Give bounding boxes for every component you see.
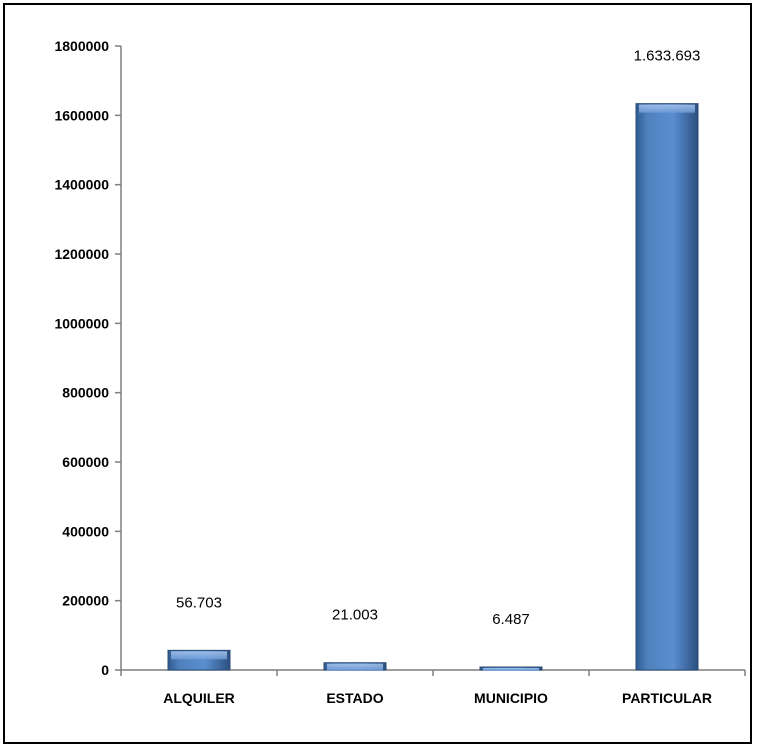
x-category-label: ALQUILER <box>163 690 235 706</box>
y-tick-label: 400000 <box>62 523 109 539</box>
x-category-label: MUNICIPIO <box>474 690 548 706</box>
x-category-label: PARTICULAR <box>622 690 712 706</box>
data-label: 21.003 <box>332 607 378 624</box>
y-tick-label: 1000000 <box>54 315 109 331</box>
y-tick-label: 800000 <box>62 385 109 401</box>
y-tick-label: 0 <box>101 662 109 678</box>
bar-particular <box>635 103 699 671</box>
data-label: 56.703 <box>176 594 222 611</box>
chart-frame <box>3 3 752 744</box>
data-label: 6.487 <box>492 611 530 628</box>
y-tick-label: 1200000 <box>54 246 109 262</box>
bar-cap-municipio <box>483 668 539 671</box>
y-tick-label: 600000 <box>62 454 109 470</box>
y-tick-label: 200000 <box>62 593 109 609</box>
y-tick-label: 1400000 <box>54 177 109 193</box>
x-category-label: ESTADO <box>326 690 383 706</box>
y-tick-label: 1800000 <box>54 38 109 54</box>
bar-cap-alquiler <box>171 651 227 660</box>
y-tick-label: 1600000 <box>54 107 109 123</box>
bar-cap-particular <box>639 104 695 113</box>
bar-cap-estado <box>327 663 383 671</box>
data-label: 1.633.693 <box>634 48 701 65</box>
